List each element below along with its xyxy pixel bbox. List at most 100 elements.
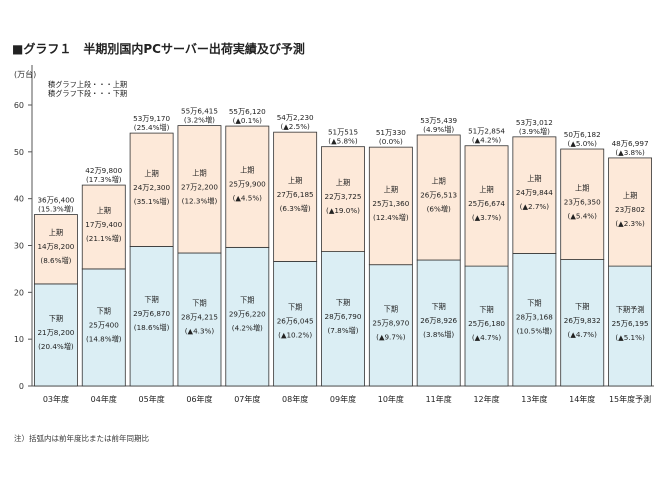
upper-label-value: 27万6,185: [277, 190, 314, 199]
upper-label-value: 24万9,844: [516, 188, 553, 197]
lower-label-name: 下期: [384, 304, 398, 313]
lower-label-change: (▲4.7%): [472, 333, 502, 342]
lower-label-name: 下期予測: [616, 305, 645, 314]
lower-label-value: 25万400: [89, 320, 119, 329]
lower-label-value: 25万6,195: [612, 319, 649, 328]
upper-label-change: (▲3.7%): [472, 213, 502, 222]
bar-upper: [560, 148, 605, 260]
upper-label-change: (▲19.0%): [326, 206, 360, 215]
total-label-value: 51万515: [328, 128, 358, 137]
bar-upper: [129, 132, 174, 247]
total-label-change: (3.2%増): [184, 116, 215, 125]
upper-label-name: 上期: [240, 166, 254, 175]
upper-label-value: 26万6,513: [420, 190, 457, 199]
category-labels: 03年度 04年度 05年度 06年度 07年度 08年度 09年度 10年度 11年度 12年度…: [43, 394, 651, 404]
bar-upper: [177, 125, 222, 254]
lower-label-name: 下期: [192, 298, 206, 307]
lower-label-name: 下期: [431, 302, 445, 311]
lower-label-value: 28万3,168: [516, 313, 553, 322]
upper-label-change: (12.3%増): [182, 196, 218, 205]
upper-label-name: 上期: [384, 185, 398, 194]
total-label-value: 53万9,170: [133, 114, 170, 123]
total-label-change: (▲5.0%): [568, 139, 598, 148]
upper-label-value: 25万1,360: [372, 199, 409, 208]
upper-label-value: 25万6,674: [468, 199, 505, 208]
bar-upper: [321, 146, 365, 252]
lower-label-change: (18.6%増): [134, 323, 170, 332]
upper-label-change: (8.6%増): [40, 256, 71, 265]
lower-label-change: (▲9.7%): [376, 332, 406, 341]
lower-label-name: 下期: [336, 298, 350, 307]
lower-label-value: 28万4,215: [181, 312, 218, 321]
y-unit-label: (万台): [14, 69, 36, 79]
lower-label-name: 下期: [144, 295, 158, 304]
bar-upper: [464, 145, 509, 267]
lower-label-value: 28万6,790: [325, 312, 362, 321]
bar-upper: [33, 214, 78, 285]
upper-label-change: (35.1%増): [134, 197, 170, 206]
total-label-value: 51万2,854: [468, 127, 505, 136]
y-tick-label: 10: [14, 335, 24, 344]
category-label: 09年度: [330, 394, 356, 404]
lower-label-change: (▲10.2%): [278, 331, 312, 340]
bar-lower: [321, 251, 365, 387]
upper-label-value: 22万3,725: [325, 192, 362, 201]
total-label-value: 50万6,182: [564, 130, 601, 139]
bar-lower: [368, 264, 413, 387]
total-label-value: 36万6,400: [37, 196, 74, 205]
footnote: 注）括弧内は前年度比または前年同期比: [14, 434, 149, 443]
lower-label-value: 26万8,926: [420, 316, 457, 325]
bar-lower: [129, 246, 174, 387]
lower-label-change: (7.8%増): [327, 326, 358, 335]
lower-label-change: (▲5.1%): [615, 333, 645, 342]
upper-label-name: 上期: [49, 228, 63, 237]
total-label-value: 42万9,800: [85, 166, 122, 175]
bar-upper: [608, 157, 653, 267]
upper-label-value: 23万6,350: [564, 197, 601, 206]
y-tick-label: 60: [14, 101, 24, 110]
y-tick-label: 50: [14, 148, 24, 157]
bar-upper: [416, 134, 461, 261]
upper-label-change: (21.1%増): [86, 234, 122, 243]
bar-lower: [560, 259, 605, 387]
bar-upper: [81, 184, 126, 270]
category-label: 10年度: [378, 394, 404, 404]
upper-label-name: 上期: [288, 176, 302, 185]
lower-label-name: 下期: [288, 303, 302, 312]
lower-label-name: 下期: [575, 302, 589, 311]
bar-upper: [273, 131, 318, 262]
upper-label-value: 23万802: [615, 205, 645, 214]
total-label-value: 53万5,439: [420, 116, 457, 125]
category-label: 04年度: [91, 394, 117, 404]
bar-lower: [177, 252, 222, 387]
lower-label-value: 29万6,220: [229, 310, 266, 319]
lower-label-name: 下期: [97, 306, 111, 315]
total-label-change: (15.3%増): [38, 205, 74, 214]
lower-label-change: (4.2%増): [232, 324, 263, 333]
bar-upper: [225, 125, 270, 248]
lower-label-value: 26万9,832: [564, 316, 601, 325]
category-label: 15年度予測: [609, 394, 651, 404]
bar-lower: [464, 265, 509, 387]
lower-label-value: 29万6,870: [133, 309, 170, 318]
upper-label-value: 27万2,200: [181, 182, 218, 191]
lower-label-change: (▲4.3%): [185, 326, 215, 335]
bar-lower: [608, 265, 653, 387]
category-label: 14年度: [569, 394, 595, 404]
category-label: 07年度: [234, 394, 260, 404]
lower-label-change: (20.4%増): [38, 342, 74, 351]
category-label: 03年度: [43, 394, 69, 404]
lower-label-change: (▲4.7%): [568, 330, 598, 339]
bar-lower: [273, 261, 318, 387]
upper-label-change: (6%増): [427, 204, 451, 213]
upper-label-change: (▲2.7%): [520, 202, 550, 211]
bars: [33, 125, 653, 387]
upper-label-value: 17万9,400: [85, 220, 122, 229]
bar-upper: [368, 146, 413, 266]
upper-label-change: (6.3%増): [280, 204, 311, 213]
total-label-change: (▲0.1%): [233, 116, 263, 125]
lower-label-value: 26万6,045: [277, 317, 314, 326]
upper-label-name: 上期: [97, 206, 111, 215]
total-label-change: (3.9%増): [519, 127, 550, 136]
upper-label-name: 上期: [479, 185, 493, 194]
